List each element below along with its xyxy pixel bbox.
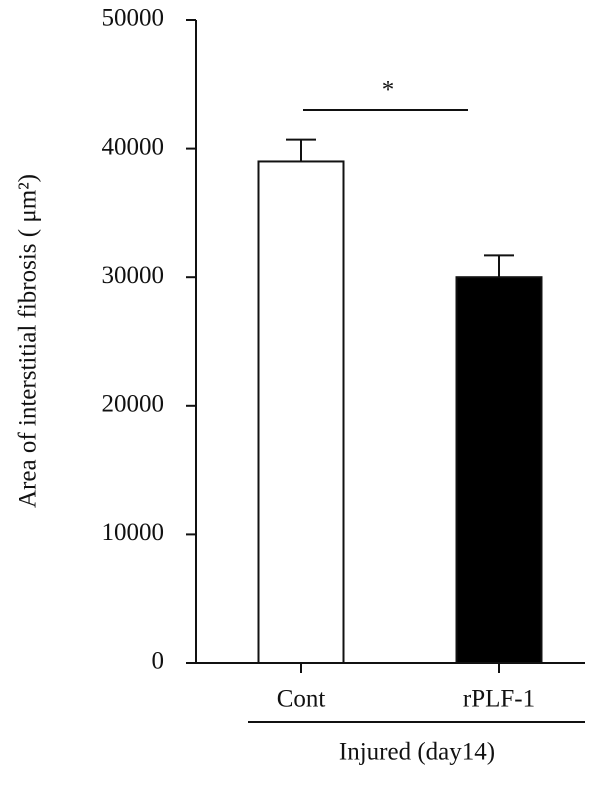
y-tick-label: 30000 [102,262,165,289]
x-tick-label: rPLF-1 [463,686,535,713]
y-tick-label: 50000 [102,5,165,32]
y-tick-label: 40000 [102,133,165,160]
group-label: Injured (day14) [339,739,495,766]
y-axis-label: Area of interstitial fibrosis ( μm²) [15,174,42,508]
y-tick-label: 0 [152,648,165,675]
significance-mark: * [382,77,395,104]
bar [455,276,543,664]
y-tick-label: 20000 [102,391,165,418]
x-tick-label: Cont [277,686,326,713]
bar [257,160,345,665]
y-tick-label: 10000 [102,519,165,546]
